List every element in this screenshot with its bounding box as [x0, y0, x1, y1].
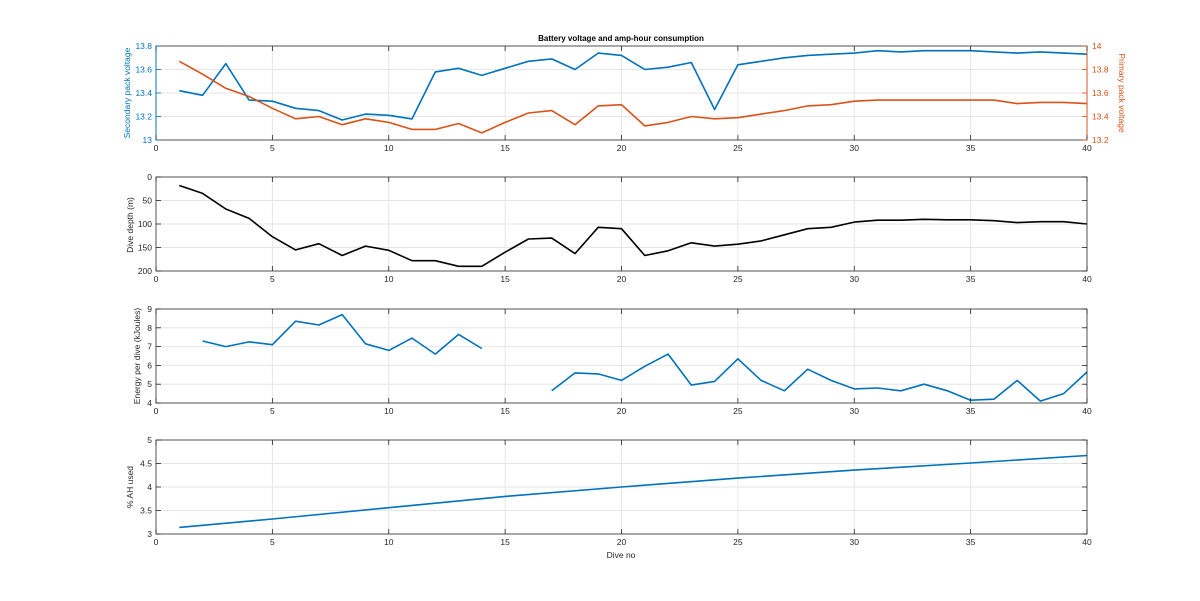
x-tick-label: 35 — [966, 274, 976, 284]
y-tick-label: 4.5 — [140, 459, 152, 469]
y-axis-label: % AH used — [125, 466, 135, 508]
y-axis-label: Dive depth (m) — [125, 197, 135, 253]
x-tick-label: 15 — [500, 274, 510, 284]
x-tick-label: 0 — [154, 406, 159, 416]
x-tick-label: 40 — [1082, 406, 1092, 416]
x-tick-label: 0 — [154, 274, 159, 284]
y-tick-label: 4 — [147, 398, 152, 408]
series-line-0 — [202, 313, 483, 355]
y-tick-label-right: 13.6 — [1092, 88, 1109, 98]
x-tick-label: 35 — [966, 143, 976, 153]
y-tick-label: 100 — [138, 219, 152, 229]
voltage-panel: 0 5 10 15 20 25 30 35 40 13 13.2 13.4 13.6 13.8 13.2 13… — [122, 34, 1127, 153]
chart-title: Battery voltage and amp-hour consumption — [538, 34, 704, 43]
y-tick-label: 50 — [143, 196, 153, 206]
x-tick-label: 25 — [733, 274, 743, 284]
y-tick-label: 150 — [138, 243, 152, 253]
x-tick-label: 35 — [966, 537, 976, 547]
x-tick-label: 40 — [1082, 537, 1092, 547]
x-tick-label: 30 — [850, 406, 860, 416]
depth-panel: 0 5 10 15 20 25 30 35 40 0 50 100 150 200 Dive depth (… — [125, 172, 1092, 284]
y-axis-label-left: Secondary pack voltage — [122, 47, 132, 138]
y-tick-label: 200 — [138, 266, 152, 276]
x-tick-label: 5 — [270, 537, 275, 547]
y-tick-label-right: 13.8 — [1092, 65, 1109, 75]
x-tick-label: 35 — [966, 406, 976, 416]
y-tick-label: 4 — [147, 482, 152, 492]
y-tick-label-right: 14 — [1092, 41, 1102, 51]
x-tick-label: 30 — [850, 274, 860, 284]
series-line-0 — [179, 49, 1088, 121]
x-tick-label: 30 — [850, 537, 860, 547]
x-axis-label: Dive no — [607, 550, 636, 560]
x-tick-label: 20 — [617, 537, 627, 547]
x-tick-label: 25 — [733, 537, 743, 547]
y-tick-label: 3.5 — [140, 506, 152, 516]
y-tick-label: 13 — [143, 135, 153, 145]
y-tick-label: 5 — [147, 435, 152, 445]
x-tick-label: 10 — [384, 537, 394, 547]
x-tick-label: 5 — [270, 143, 275, 153]
series-line-0 — [179, 454, 1088, 529]
x-tick-label: 0 — [154, 537, 159, 547]
y-tick-label: 9 — [147, 304, 152, 314]
series-line-0 — [179, 184, 1088, 268]
x-tick-label: 15 — [500, 537, 510, 547]
x-tick-label: 30 — [850, 143, 860, 153]
x-tick-label: 25 — [733, 406, 743, 416]
series-line-1 — [178, 60, 1088, 134]
x-tick-label: 20 — [617, 406, 627, 416]
x-tick-label: 5 — [270, 406, 275, 416]
x-tick-label: 10 — [384, 143, 394, 153]
y-tick-label-right: 13.2 — [1092, 135, 1109, 145]
x-tick-label: 15 — [500, 406, 510, 416]
y-tick-label: 5 — [147, 379, 152, 389]
y-tick-label: 0 — [147, 172, 152, 182]
y-tick-label: 7 — [147, 342, 152, 352]
y-tick-label: 6 — [147, 360, 152, 370]
y-axis-label-right: Primary pack voltage — [1117, 53, 1127, 133]
ah-used-panel: 0 5 10 15 20 25 30 35 40 3 3.5 4 4.5 5 % AH used Dive n… — [125, 435, 1092, 560]
y-tick-label: 13.4 — [135, 88, 152, 98]
y-tick-label-right: 13.4 — [1092, 112, 1109, 122]
x-tick-label: 10 — [384, 406, 394, 416]
x-tick-label: 0 — [154, 143, 159, 153]
x-tick-label: 40 — [1082, 274, 1092, 284]
x-tick-label: 15 — [500, 143, 510, 153]
x-tick-label: 10 — [384, 274, 394, 284]
y-tick-label: 3 — [147, 529, 152, 539]
y-axis-label: Energy per dive (kJoules) — [132, 308, 142, 405]
series-line-1 — [551, 353, 1088, 402]
x-tick-label: 40 — [1082, 143, 1092, 153]
y-tick-label: 13.8 — [135, 41, 152, 51]
y-tick-label: 8 — [147, 323, 152, 333]
x-tick-label: 20 — [617, 274, 627, 284]
y-tick-label: 13.2 — [135, 112, 152, 122]
x-tick-label: 5 — [270, 274, 275, 284]
x-tick-label: 20 — [617, 143, 627, 153]
y-tick-label: 13.6 — [135, 65, 152, 75]
x-tick-label: 25 — [733, 143, 743, 153]
